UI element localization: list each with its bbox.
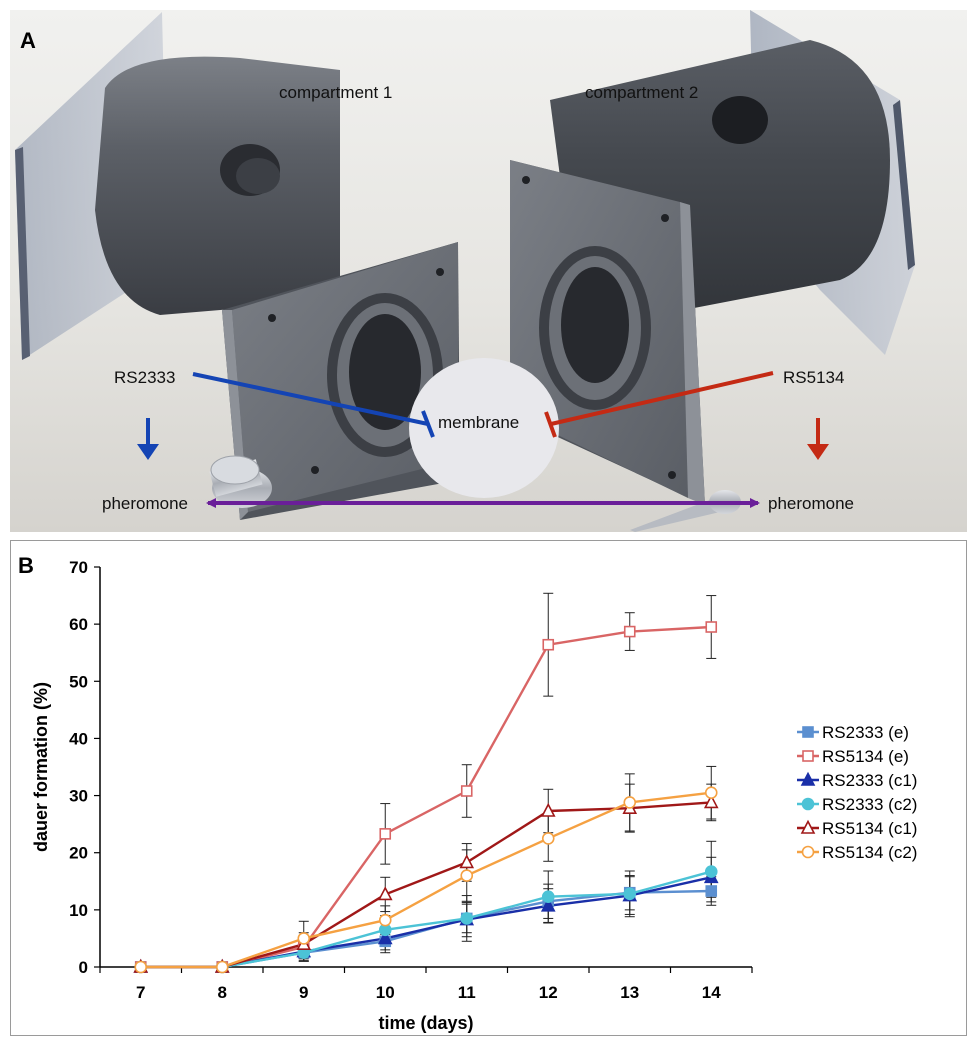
blue-down-arrow xyxy=(137,418,159,460)
legend-marker xyxy=(802,726,814,738)
legend-label: RS5134 (c1) xyxy=(822,819,917,838)
chart-legend: RS2333 (e) RS5134 (e) RS2333 (c1) RS2333 (c… xyxy=(797,723,917,862)
right-port xyxy=(561,267,629,383)
membrane-disc xyxy=(409,358,559,498)
series-line xyxy=(140,801,712,969)
y-tick-label: 10 xyxy=(69,901,88,920)
compartment-1-label: compartment 1 xyxy=(279,83,392,102)
data-point xyxy=(460,869,474,882)
panel-a-photo: A compartment 1 compartment 2 RS2333 RS5… xyxy=(10,10,967,532)
data-point xyxy=(460,912,474,925)
y-tick-label: 40 xyxy=(69,729,88,748)
data-point xyxy=(542,638,555,651)
data-point xyxy=(704,786,718,800)
red-down-arrow xyxy=(807,418,829,460)
data-point xyxy=(459,854,475,869)
strain-left-label: RS2333 xyxy=(114,368,175,387)
data-point xyxy=(704,865,718,878)
data-point xyxy=(379,828,392,840)
rs2333-inhibition-line xyxy=(192,372,429,426)
y-tick-label: 60 xyxy=(69,615,88,634)
y-tick-label: 20 xyxy=(69,844,88,863)
rs5134-inhibition-line xyxy=(550,371,774,426)
dauer-formation-chart: B 0 10 20 30 40 50 60 70 7 8 9 10 11 12 13 14 time (days… xyxy=(18,553,917,1033)
data-point xyxy=(705,885,718,897)
y-tick-label: 30 xyxy=(69,787,88,806)
data-point xyxy=(623,796,637,809)
data-point xyxy=(134,960,148,974)
legend-entry: RS5134 (e) xyxy=(797,747,909,766)
x-tick-label: 14 xyxy=(702,983,721,1002)
x-tick-label: 7 xyxy=(136,983,145,1002)
x-axis-title: time (days) xyxy=(378,1013,473,1033)
apparatus-illustration: A compartment 1 compartment 2 RS2333 RS5… xyxy=(10,10,967,532)
x-tick-label: 9 xyxy=(299,983,308,1002)
legend-marker xyxy=(800,819,816,834)
legend-entry: RS2333 (c1) xyxy=(797,771,917,790)
y-tick-label: 70 xyxy=(69,558,88,577)
compartment-2-device xyxy=(510,10,915,505)
series-line xyxy=(140,791,712,969)
right-top-hole xyxy=(712,96,768,144)
pheromone-right-label: pheromone xyxy=(768,494,854,513)
x-tick-label: 10 xyxy=(376,983,395,1002)
panel-a-label: A xyxy=(20,28,36,53)
data-point xyxy=(623,625,636,638)
y-tick-label: 0 xyxy=(79,958,88,977)
legend-entry: RS5134 (c1) xyxy=(797,819,917,838)
legend-label: RS2333 (c2) xyxy=(822,795,917,814)
legend-entry: RS2333 (c2) xyxy=(797,795,917,814)
data-point xyxy=(623,887,637,901)
data-point xyxy=(703,794,719,809)
legend-marker xyxy=(800,771,816,786)
data-point xyxy=(541,890,555,904)
legend-marker xyxy=(802,750,814,762)
pheromone-left-label: pheromone xyxy=(102,494,188,513)
legend-entry: RS5134 (c2) xyxy=(797,843,917,862)
data-point xyxy=(540,802,556,817)
legend-label: RS5134 (c2) xyxy=(822,843,917,862)
legend-label: RS2333 (e) xyxy=(822,723,909,742)
data-point xyxy=(297,932,311,945)
series-lines xyxy=(140,625,712,969)
data-point xyxy=(215,960,229,974)
data-point xyxy=(705,621,718,633)
data-point xyxy=(460,785,473,797)
x-tick-label: 11 xyxy=(458,983,476,1002)
x-tick-label: 8 xyxy=(218,983,227,1002)
left-port xyxy=(349,314,421,430)
data-point xyxy=(378,913,392,927)
panel-b-label: B xyxy=(18,553,34,578)
x-tick-label: 12 xyxy=(539,983,558,1002)
series-line xyxy=(140,625,712,969)
y-tick-label: 50 xyxy=(69,672,88,691)
left-cylinder xyxy=(95,56,340,315)
chart-axes: 0 10 20 30 40 50 60 70 7 8 9 10 11 12 13 14 time (days) d… xyxy=(31,558,753,1033)
membrane-label: membrane xyxy=(438,413,519,432)
strain-right-label: RS5134 xyxy=(783,368,844,387)
data-point xyxy=(377,886,393,901)
y-axis-title: dauer formation (%) xyxy=(31,682,51,852)
legend-marker xyxy=(801,845,815,859)
error-bars xyxy=(298,592,717,962)
legend-entry: RS2333 (e) xyxy=(797,723,909,742)
legend-marker xyxy=(801,797,815,811)
series-line xyxy=(140,870,712,969)
panel-b-chart: B 0 10 20 30 40 50 60 70 7 8 9 10 11 12 13 14 time (days… xyxy=(10,540,967,1036)
x-tick-label: 13 xyxy=(620,983,639,1002)
data-point xyxy=(377,930,393,945)
data-point xyxy=(541,832,555,845)
legend-label: RS2333 (c1) xyxy=(822,771,917,790)
legend-label: RS5134 (e) xyxy=(822,747,909,766)
compartment-2-label: compartment 2 xyxy=(585,83,698,102)
series-markers xyxy=(133,621,719,974)
data-point xyxy=(540,897,556,912)
